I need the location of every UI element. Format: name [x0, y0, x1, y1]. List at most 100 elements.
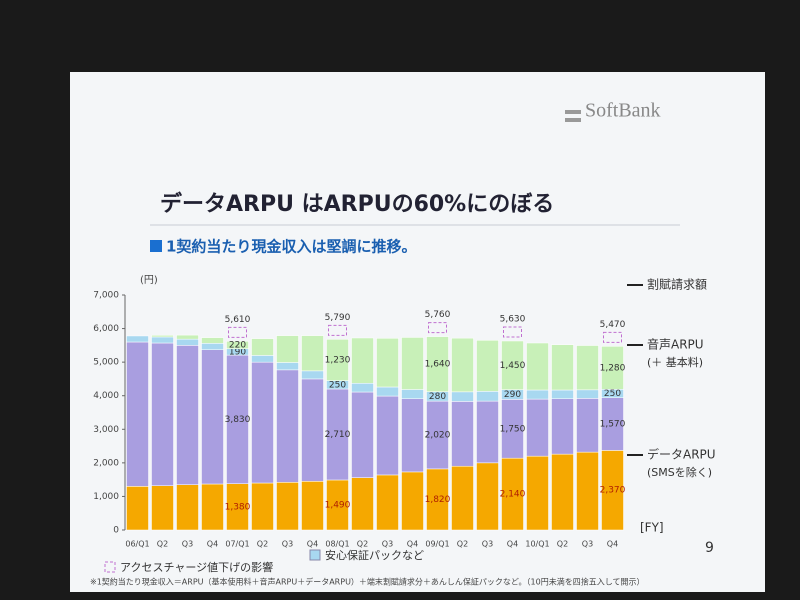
bar-segment [126, 335, 149, 343]
bar-segment [451, 337, 474, 393]
bar-segment [376, 395, 399, 476]
y-tick-label: 1,000 [93, 492, 119, 502]
x-tick-label: 06/Q1 [125, 540, 149, 549]
y-tick-label: 4,000 [93, 391, 119, 401]
total-label: 5,630 [500, 314, 526, 324]
bar-segment [251, 338, 274, 356]
bar-segment [351, 337, 374, 384]
value-label: 1,450 [500, 361, 526, 371]
bar-segment [276, 362, 299, 371]
x-tick-label: Q3 [182, 540, 193, 549]
x-unit: [FY] [640, 521, 664, 535]
bar-segment [251, 482, 274, 531]
bar-segment [376, 338, 399, 388]
y-tick-label: 5,000 [93, 358, 119, 368]
x-tick-label: 08/Q1 [325, 540, 349, 549]
bar-segment [126, 486, 149, 531]
bar-segment [551, 389, 574, 399]
x-tick-label: Q3 [582, 540, 593, 549]
bullet [150, 240, 162, 252]
value-label: 280 [429, 392, 446, 402]
bar-segment [176, 338, 199, 346]
bar-segment [551, 398, 574, 455]
bar-segment [401, 398, 424, 473]
x-tick-label: Q2 [257, 540, 268, 549]
x-tick-label: Q4 [507, 540, 518, 549]
x-tick-label: 09/Q1 [425, 540, 449, 549]
legend-swatch [309, 549, 321, 561]
bar-segment [201, 349, 224, 485]
bar-segment [376, 386, 399, 397]
bar-segment [376, 474, 399, 531]
bar-segment [476, 391, 499, 402]
series-note: (SMSを除く) [647, 465, 712, 479]
bar-segment [551, 453, 574, 531]
total-label: 5,790 [325, 313, 351, 323]
bar-segment [476, 400, 499, 464]
bar-segment [401, 337, 424, 390]
bar-segment [401, 471, 424, 531]
series-label: データARPU [647, 447, 716, 462]
bar-segment [301, 335, 324, 372]
bar-segment [476, 340, 499, 392]
bar-segment [251, 361, 274, 484]
x-tick-label: Q2 [557, 540, 568, 549]
bar-segment [576, 398, 599, 453]
bar-segment [351, 391, 374, 478]
value-label: 2,140 [500, 490, 526, 500]
bar-segment [201, 343, 224, 350]
value-label: 1,490 [325, 500, 351, 510]
y-tick-label: 3,000 [93, 425, 119, 435]
logo: SoftBank [585, 100, 661, 122]
bar-segment [301, 481, 324, 531]
bar-segment [151, 336, 174, 344]
value-label: 3,830 [225, 415, 251, 425]
impact-box [428, 322, 447, 334]
total-label: 5,760 [425, 310, 451, 320]
bar-segment [301, 378, 324, 482]
value-label: 220 [229, 341, 246, 351]
total-label: 5,610 [225, 315, 251, 325]
bar-segment [301, 370, 324, 380]
bar-segment [151, 335, 174, 338]
value-label: 2,370 [600, 486, 626, 496]
bar-segment [476, 462, 499, 531]
x-tick-label: Q3 [282, 540, 293, 549]
bar-segment [526, 455, 549, 531]
bar-segment [276, 482, 299, 531]
impact-box [228, 326, 247, 338]
y-tick-label: 6,000 [93, 324, 119, 334]
x-tick-label: Q3 [382, 540, 393, 549]
x-tick-label: 07/Q1 [225, 540, 249, 549]
series-note: (＋ 基本料) [647, 355, 703, 369]
bar-segment [526, 342, 549, 391]
value-label: 250 [604, 389, 621, 399]
bar-segment [401, 389, 424, 399]
bar-segment [226, 341, 249, 349]
value-label: 2,020 [425, 430, 451, 440]
bar-segment [426, 336, 449, 392]
bar-segment [351, 477, 374, 531]
bar-segment [551, 344, 574, 391]
value-label: 1,820 [425, 495, 451, 505]
series-label: 音声ARPU [647, 337, 704, 352]
footnote: ※1契約当たり現金収入＝ARPU（基本使用料＋音声ARPU＋データARPU）＋端… [90, 577, 644, 587]
x-tick-label: Q3 [482, 540, 493, 549]
bar-segment [526, 398, 549, 457]
bar-segment [451, 465, 474, 531]
logo-mark [565, 118, 581, 122]
bar-segment [351, 383, 374, 393]
bar-segment [526, 389, 549, 400]
bar-segment [251, 355, 274, 363]
x-tick-label: Q4 [207, 540, 218, 549]
value-label: 1,280 [600, 363, 626, 373]
value-label: 1,640 [425, 360, 451, 370]
x-tick-label: Q4 [307, 540, 318, 549]
bar-segment [576, 345, 599, 391]
x-tick-label: Q4 [607, 540, 618, 549]
x-tick-label: Q4 [407, 540, 418, 549]
logo-mark [565, 110, 581, 114]
series-label: 割賦請求額 [647, 277, 707, 292]
y-tick-label: 2,000 [93, 458, 119, 468]
